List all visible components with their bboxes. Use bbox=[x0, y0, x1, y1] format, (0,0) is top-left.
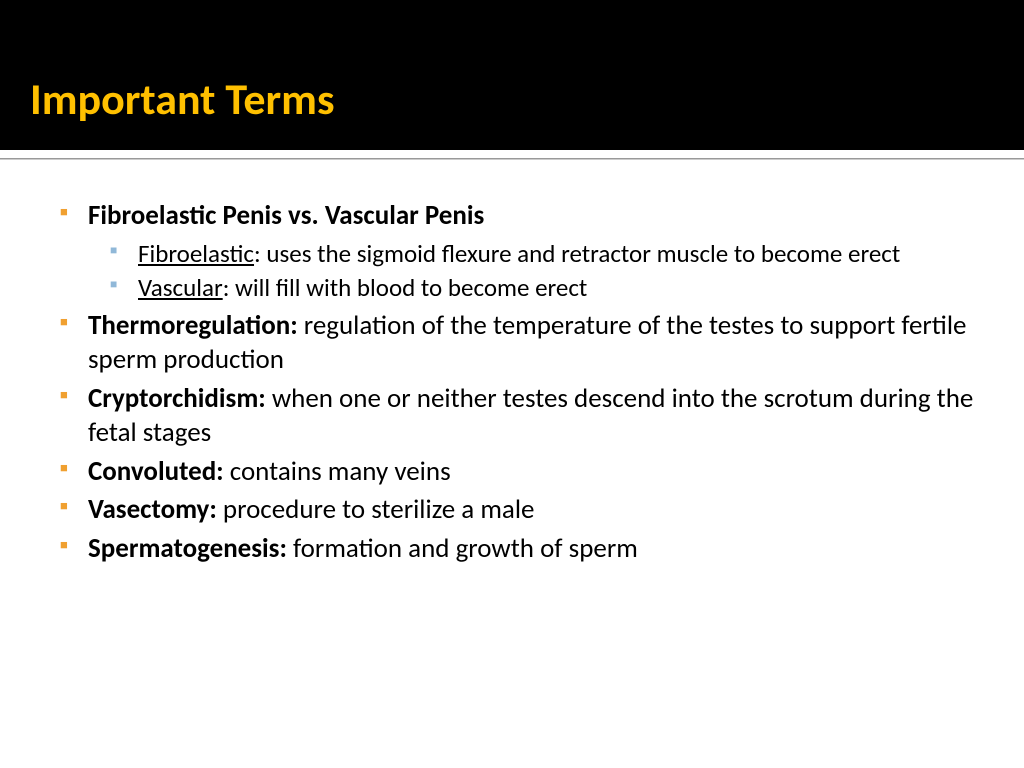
sub-list: Fibroelastic: uses the sigmoid flexure a… bbox=[88, 238, 974, 305]
sub-term-definition: : will fill with blood to become erect bbox=[223, 272, 588, 303]
content-area: Fibroelastic Penis vs. Vascular Penis Fi… bbox=[0, 159, 1024, 590]
sub-term-label: Vascular bbox=[138, 272, 223, 303]
term-list: Fibroelastic Penis vs. Vascular Penis Fi… bbox=[60, 199, 974, 566]
list-item: Cryptorchidism: when one or neither test… bbox=[60, 382, 974, 451]
term-definition: procedure to sterilize a male bbox=[217, 493, 535, 526]
list-item: Fibroelastic Penis vs. Vascular Penis Fi… bbox=[60, 199, 974, 305]
term-label: Spermatogenesis: bbox=[88, 532, 287, 565]
term-label: Thermoregulation: bbox=[88, 309, 298, 342]
list-item: Vascular: will fill with blood to become… bbox=[110, 272, 974, 305]
header-bar: Important Terms bbox=[0, 0, 1024, 150]
term-label: Convoluted: bbox=[88, 455, 224, 488]
list-item: Spermatogenesis: formation and growth of… bbox=[60, 532, 974, 567]
list-item: Convoluted: contains many veins bbox=[60, 455, 974, 490]
term-label: Cryptorchidism: bbox=[88, 382, 266, 415]
term-definition: formation and growth of sperm bbox=[287, 532, 638, 565]
list-item: Thermoregulation: regulation of the temp… bbox=[60, 309, 974, 378]
term-label: Fibroelastic Penis vs. Vascular Penis bbox=[88, 199, 484, 232]
term-label: Vasectomy: bbox=[88, 493, 217, 526]
sub-term-label: Fibroelastic bbox=[138, 238, 254, 269]
list-item: Fibroelastic: uses the sigmoid flexure a… bbox=[110, 238, 974, 271]
term-definition: contains many veins bbox=[224, 455, 451, 488]
slide-title: Important Terms bbox=[30, 72, 335, 126]
sub-term-definition: : uses the sigmoid flexure and retractor… bbox=[254, 238, 900, 269]
list-item: Vasectomy: procedure to sterilize a male bbox=[60, 493, 974, 528]
